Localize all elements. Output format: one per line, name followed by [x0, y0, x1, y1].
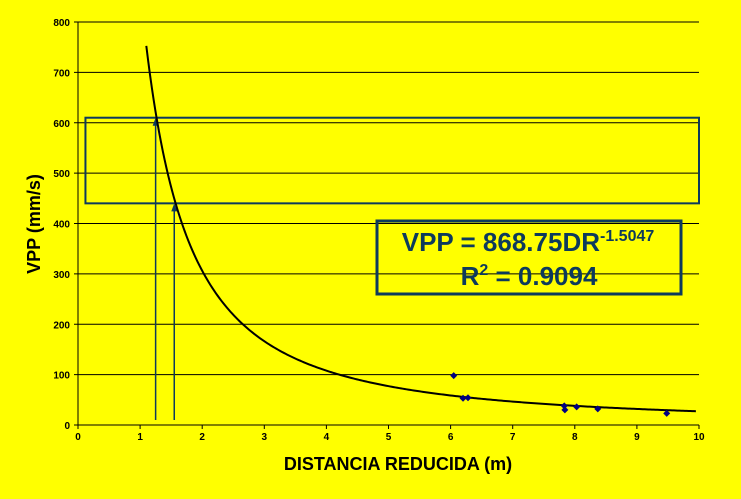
equation-box: VPP = 868.75DR-1.5047 R2 = 0.9094 — [375, 219, 683, 296]
data-point — [464, 394, 472, 402]
data-point — [459, 394, 467, 402]
data-point — [594, 405, 602, 413]
y-tick-label: 500 — [53, 169, 70, 180]
x-tick-label: 2 — [199, 432, 205, 443]
fit-curve — [145, 45, 696, 413]
y-tick-label: 400 — [53, 220, 70, 231]
x-tick-label: 7 — [510, 432, 516, 443]
x-tick-label: 8 — [572, 432, 578, 443]
x-tick-label: 9 — [634, 432, 640, 443]
x-tick-label: 4 — [324, 432, 330, 443]
y-tick-label: 600 — [53, 119, 70, 130]
y-tick-label: 700 — [53, 68, 70, 79]
data-point — [561, 406, 569, 414]
threshold-band — [84, 116, 700, 205]
grid — [78, 21, 699, 376]
y-axis-label: VPP (mm/s) — [24, 174, 44, 274]
x-tick-label: 3 — [262, 432, 268, 443]
x-tick-label: 5 — [386, 432, 392, 443]
x-tick-label: 1 — [137, 432, 143, 443]
arrow-head — [171, 203, 178, 212]
x-tick-label: 10 — [693, 432, 705, 443]
band-layer — [84, 116, 700, 205]
equation-line: VPP = 868.75DR-1.5047 — [402, 227, 655, 257]
r-squared-label: R — [461, 261, 480, 291]
data-point — [573, 403, 581, 411]
y-tick-label: 100 — [53, 371, 70, 382]
curve-layer — [145, 45, 696, 413]
r-squared-value: = 0.9094 — [488, 261, 598, 291]
r-squared-line: R2 = 0.9094 — [461, 261, 598, 291]
r-squared-exponent: 2 — [479, 262, 488, 279]
y-tick-label: 200 — [53, 320, 70, 331]
y-tick-label: 0 — [64, 421, 70, 432]
y-tick-label: 300 — [53, 270, 70, 281]
y-tick-label: 800 — [53, 18, 70, 29]
data-point — [450, 372, 458, 380]
equation-box-border — [375, 219, 683, 296]
equation-exponent: -1.5047 — [600, 228, 654, 245]
x-tick-label: 6 — [448, 432, 454, 443]
x-tick-label: 0 — [75, 432, 81, 443]
data-point — [663, 409, 671, 417]
x-axis-label: DISTANCIA REDUCIDA (m) — [284, 454, 512, 474]
points-layer — [450, 372, 671, 417]
equation-main: VPP = 868.75DR — [402, 227, 600, 257]
ticks: 0 100 200 300 400 500 600 700 800 0 1 2 3 4 5 6 7 8 9 10 — [53, 18, 705, 443]
